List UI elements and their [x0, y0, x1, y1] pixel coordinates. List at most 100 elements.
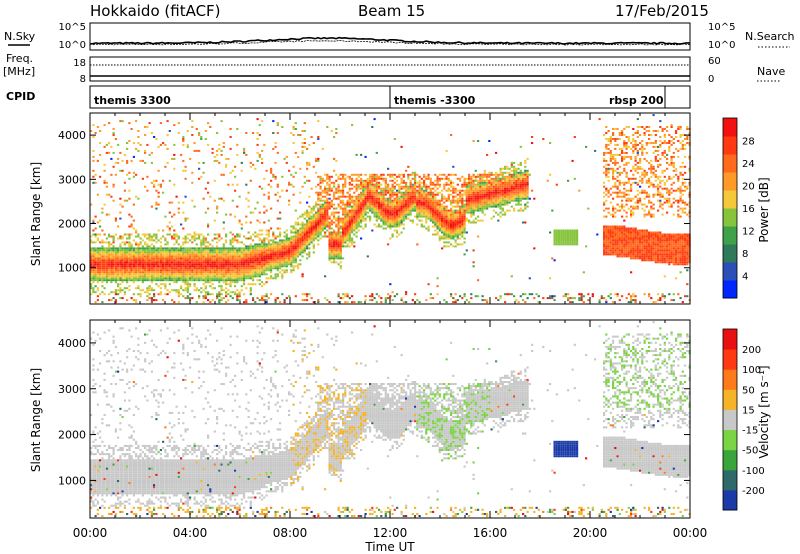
power-cell	[180, 251, 183, 254]
power-cell	[99, 279, 102, 282]
power-cell	[434, 219, 437, 222]
power-cell	[245, 269, 248, 272]
power-cell	[92, 279, 95, 282]
power-cell	[335, 191, 338, 194]
power-cell	[110, 271, 113, 274]
power-cell	[319, 227, 322, 230]
power-cell	[324, 225, 327, 228]
power-cell	[393, 138, 396, 140]
power-cell	[184, 283, 187, 286]
power-cell	[504, 213, 507, 216]
power-cell	[139, 261, 142, 264]
power-cell	[342, 229, 345, 232]
power-cell	[461, 195, 464, 198]
power-cell	[389, 221, 392, 224]
power-cell	[360, 199, 363, 202]
power-cell	[164, 237, 167, 240]
power-cell	[405, 211, 408, 214]
power-cell	[155, 259, 158, 262]
power-cell	[411, 203, 414, 206]
power-cell	[335, 217, 338, 220]
power-cell	[434, 205, 437, 208]
power-cell	[236, 297, 239, 300]
power-cell	[369, 217, 372, 220]
power-cell	[461, 207, 464, 210]
power-cell	[342, 213, 345, 216]
power-cell	[301, 243, 304, 246]
power-cell	[425, 215, 428, 218]
power-cell	[335, 197, 338, 200]
power-cell	[101, 249, 104, 252]
power-cell	[501, 209, 504, 212]
power-cell	[490, 189, 493, 192]
power-cell	[112, 165, 115, 168]
power-cell	[164, 143, 167, 146]
power-cell	[279, 239, 282, 242]
power-cell	[510, 189, 513, 192]
power-cell	[231, 247, 234, 250]
power-cell	[294, 265, 297, 268]
power-cell	[310, 241, 313, 244]
power-cell	[150, 263, 153, 266]
power-cell	[452, 215, 455, 218]
power-cell	[290, 132, 293, 134]
power-cell	[274, 241, 277, 244]
power-cell	[234, 275, 237, 278]
power-cell	[119, 283, 122, 286]
power-cell	[344, 231, 347, 234]
power-cell	[411, 187, 414, 190]
power-cell	[272, 175, 275, 178]
power-cell	[195, 255, 198, 258]
power-cell	[222, 243, 225, 246]
power-cell	[211, 259, 214, 262]
power-cell	[195, 247, 198, 250]
power-cell	[364, 299, 367, 302]
power-cell	[265, 245, 268, 248]
power-cell	[310, 239, 313, 242]
power-cell	[281, 275, 284, 278]
power-cell	[508, 183, 511, 186]
power-cell	[445, 225, 448, 228]
power-cell	[108, 253, 111, 256]
noise-panel-frame	[89, 22, 691, 51]
power-cell	[495, 203, 498, 206]
power-cell	[114, 289, 117, 292]
power-cell	[141, 177, 144, 180]
power-cell	[96, 265, 99, 268]
power-cell	[362, 187, 365, 190]
power-cell	[333, 255, 336, 258]
power-cell	[274, 193, 277, 196]
power-cell	[443, 209, 446, 212]
power-cell	[445, 183, 448, 186]
power-cell	[258, 237, 261, 240]
power-cell	[351, 219, 354, 222]
power-cell	[364, 189, 367, 192]
power-cell	[274, 277, 277, 280]
power-cell	[456, 211, 459, 214]
power-cell	[184, 177, 187, 180]
power-cell	[225, 287, 228, 290]
power-cell	[243, 259, 246, 262]
power-cell	[335, 251, 338, 254]
power-cell	[182, 255, 185, 258]
power-cell	[326, 215, 329, 218]
power-cell	[297, 243, 300, 246]
power-cell	[360, 217, 363, 220]
power-cell	[229, 281, 232, 284]
power-cell	[292, 261, 295, 264]
power-cell	[184, 235, 187, 238]
power-cell	[312, 215, 315, 218]
power-cell	[369, 197, 372, 200]
power-cell	[495, 175, 498, 178]
power-cell	[123, 251, 126, 254]
power-cell	[121, 255, 124, 258]
power-cell	[285, 259, 288, 262]
power-cell	[99, 261, 102, 264]
power-cell	[369, 201, 372, 204]
power-cell	[193, 255, 196, 258]
power-cell	[355, 177, 358, 180]
power-cell	[195, 269, 198, 272]
power-cell	[249, 261, 252, 264]
power-cell	[117, 253, 120, 256]
power-cell	[108, 255, 111, 258]
